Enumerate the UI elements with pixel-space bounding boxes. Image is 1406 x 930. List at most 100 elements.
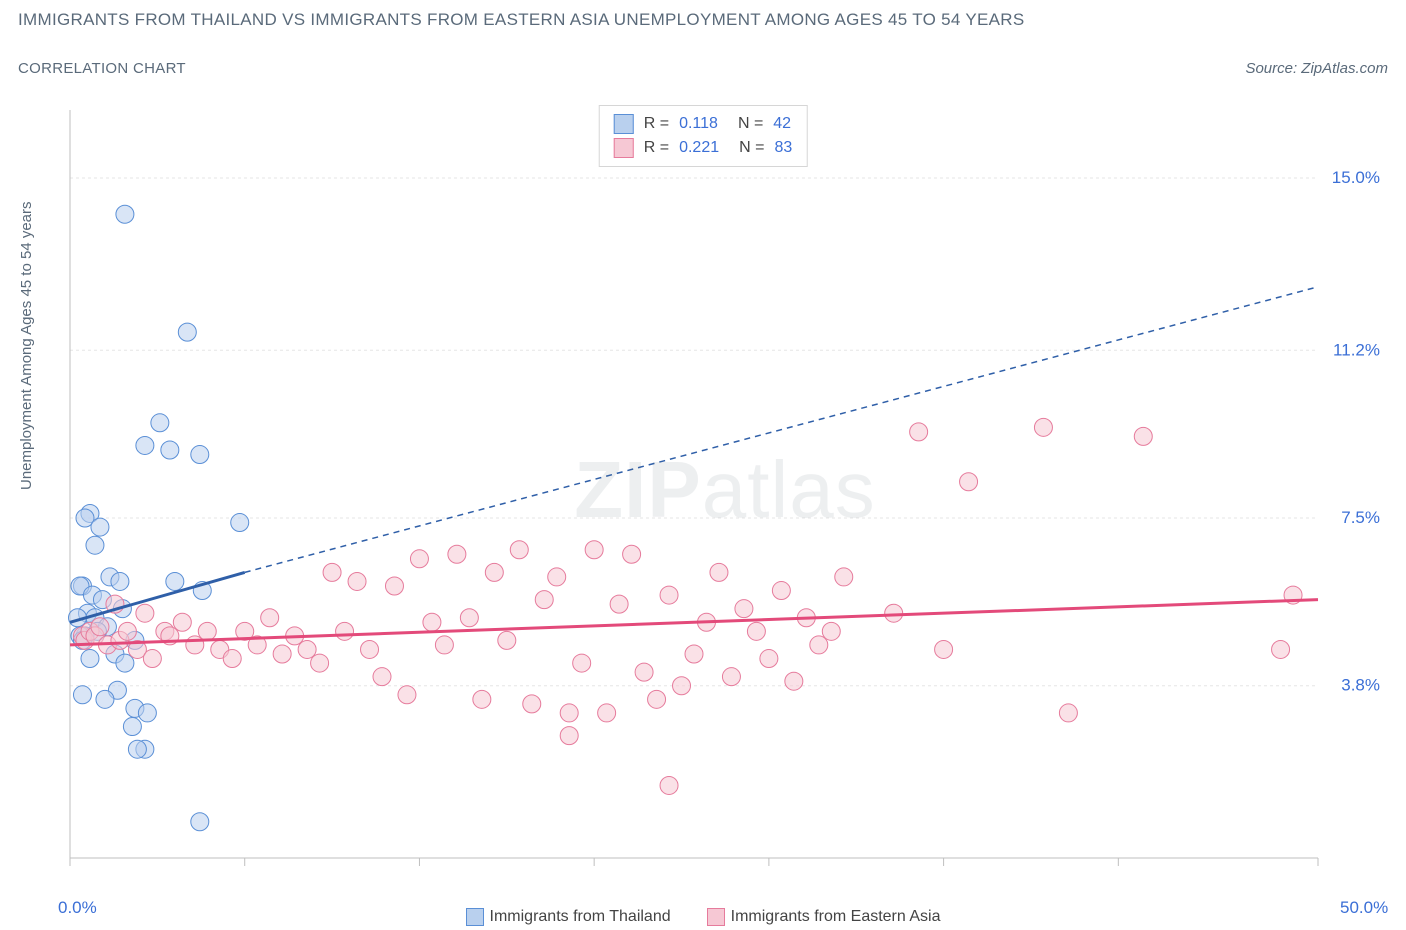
source-label: Source: ZipAtlas.com: [1245, 60, 1388, 77]
data-point: [760, 650, 778, 668]
legend-swatch: [614, 114, 634, 134]
data-point: [136, 604, 154, 622]
y-tick-label: 11.2%: [1333, 340, 1380, 359]
data-point: [710, 563, 728, 581]
data-point: [96, 690, 114, 708]
r-value: 0.221: [679, 136, 719, 160]
data-point: [835, 568, 853, 586]
data-point: [1034, 418, 1052, 436]
legend-item: Immigrants from Eastern Asia: [707, 908, 941, 925]
data-point: [685, 645, 703, 663]
data-point: [151, 414, 169, 432]
data-point: [535, 591, 553, 609]
data-point: [722, 668, 740, 686]
data-point: [191, 446, 209, 464]
data-point: [373, 668, 391, 686]
data-point: [223, 650, 241, 668]
data-point: [560, 727, 578, 745]
data-point: [423, 613, 441, 631]
data-point: [822, 622, 840, 640]
data-point: [598, 704, 616, 722]
data-point: [143, 650, 161, 668]
legend-row: R = 0.118 N = 42: [614, 112, 793, 136]
x-axis-max-label: 50.0%: [1340, 898, 1388, 918]
data-point: [81, 650, 99, 668]
data-point: [186, 636, 204, 654]
data-point: [191, 813, 209, 831]
data-point: [385, 577, 403, 595]
data-point: [178, 323, 196, 341]
data-point: [635, 663, 653, 681]
data-point: [298, 640, 316, 658]
data-point: [198, 622, 216, 640]
data-point: [648, 690, 666, 708]
n-label: N =: [738, 112, 763, 136]
data-point: [311, 654, 329, 672]
series-legend: Immigrants from ThailandImmigrants from …: [0, 908, 1406, 926]
data-point: [810, 636, 828, 654]
data-point: [128, 740, 146, 758]
data-point: [510, 541, 528, 559]
data-point: [910, 423, 928, 441]
data-point: [410, 550, 428, 568]
n-value: 83: [774, 136, 792, 160]
data-point: [261, 609, 279, 627]
data-point: [73, 686, 91, 704]
scatter-plot: 3.8%7.5%11.2%15.0% ZIPatlas: [62, 100, 1388, 880]
legend-label: Immigrants from Eastern Asia: [731, 908, 941, 925]
y-tick-label: 15.0%: [1332, 168, 1380, 187]
data-point: [448, 545, 466, 563]
data-point: [960, 473, 978, 491]
y-tick-label: 7.5%: [1341, 508, 1380, 527]
data-point: [136, 436, 154, 454]
data-point: [336, 622, 354, 640]
data-point: [523, 695, 541, 713]
data-point: [610, 595, 628, 613]
data-point: [747, 622, 765, 640]
r-value: 0.118: [679, 112, 718, 136]
n-label: N =: [739, 136, 764, 160]
data-point: [1134, 427, 1152, 445]
data-point: [91, 518, 109, 536]
data-point: [323, 563, 341, 581]
data-point: [660, 776, 678, 794]
data-point: [116, 654, 134, 672]
data-point: [161, 441, 179, 459]
trend-line-extension: [245, 287, 1318, 573]
r-label: R =: [644, 112, 669, 136]
data-point: [785, 672, 803, 690]
trend-line: [70, 600, 1318, 645]
chart-svg: 3.8%7.5%11.2%15.0%: [62, 100, 1388, 880]
data-point: [138, 704, 156, 722]
data-point: [460, 609, 478, 627]
data-point: [735, 600, 753, 618]
data-point: [585, 541, 603, 559]
data-point: [273, 645, 291, 663]
data-point: [885, 604, 903, 622]
data-point: [485, 563, 503, 581]
data-point: [231, 514, 249, 532]
legend-swatch: [466, 908, 484, 926]
data-point: [1059, 704, 1077, 722]
data-point: [123, 718, 141, 736]
x-axis-min-label: 0.0%: [58, 898, 97, 918]
data-point: [398, 686, 416, 704]
data-point: [673, 677, 691, 695]
data-point: [435, 636, 453, 654]
data-point: [86, 536, 104, 554]
data-point: [623, 545, 641, 563]
data-point: [660, 586, 678, 604]
data-point: [473, 690, 491, 708]
data-point: [548, 568, 566, 586]
data-point: [348, 572, 366, 590]
data-point: [91, 618, 109, 636]
legend-swatch: [614, 138, 634, 158]
data-point: [361, 640, 379, 658]
chart-title: IMMIGRANTS FROM THAILAND VS IMMIGRANTS F…: [18, 10, 1025, 30]
n-value: 42: [773, 112, 791, 136]
y-axis-label: Unemployment Among Ages 45 to 54 years: [18, 201, 35, 490]
data-point: [118, 622, 136, 640]
legend-row: R =0.221N =83: [614, 136, 793, 160]
data-point: [116, 205, 134, 223]
data-point: [498, 631, 516, 649]
